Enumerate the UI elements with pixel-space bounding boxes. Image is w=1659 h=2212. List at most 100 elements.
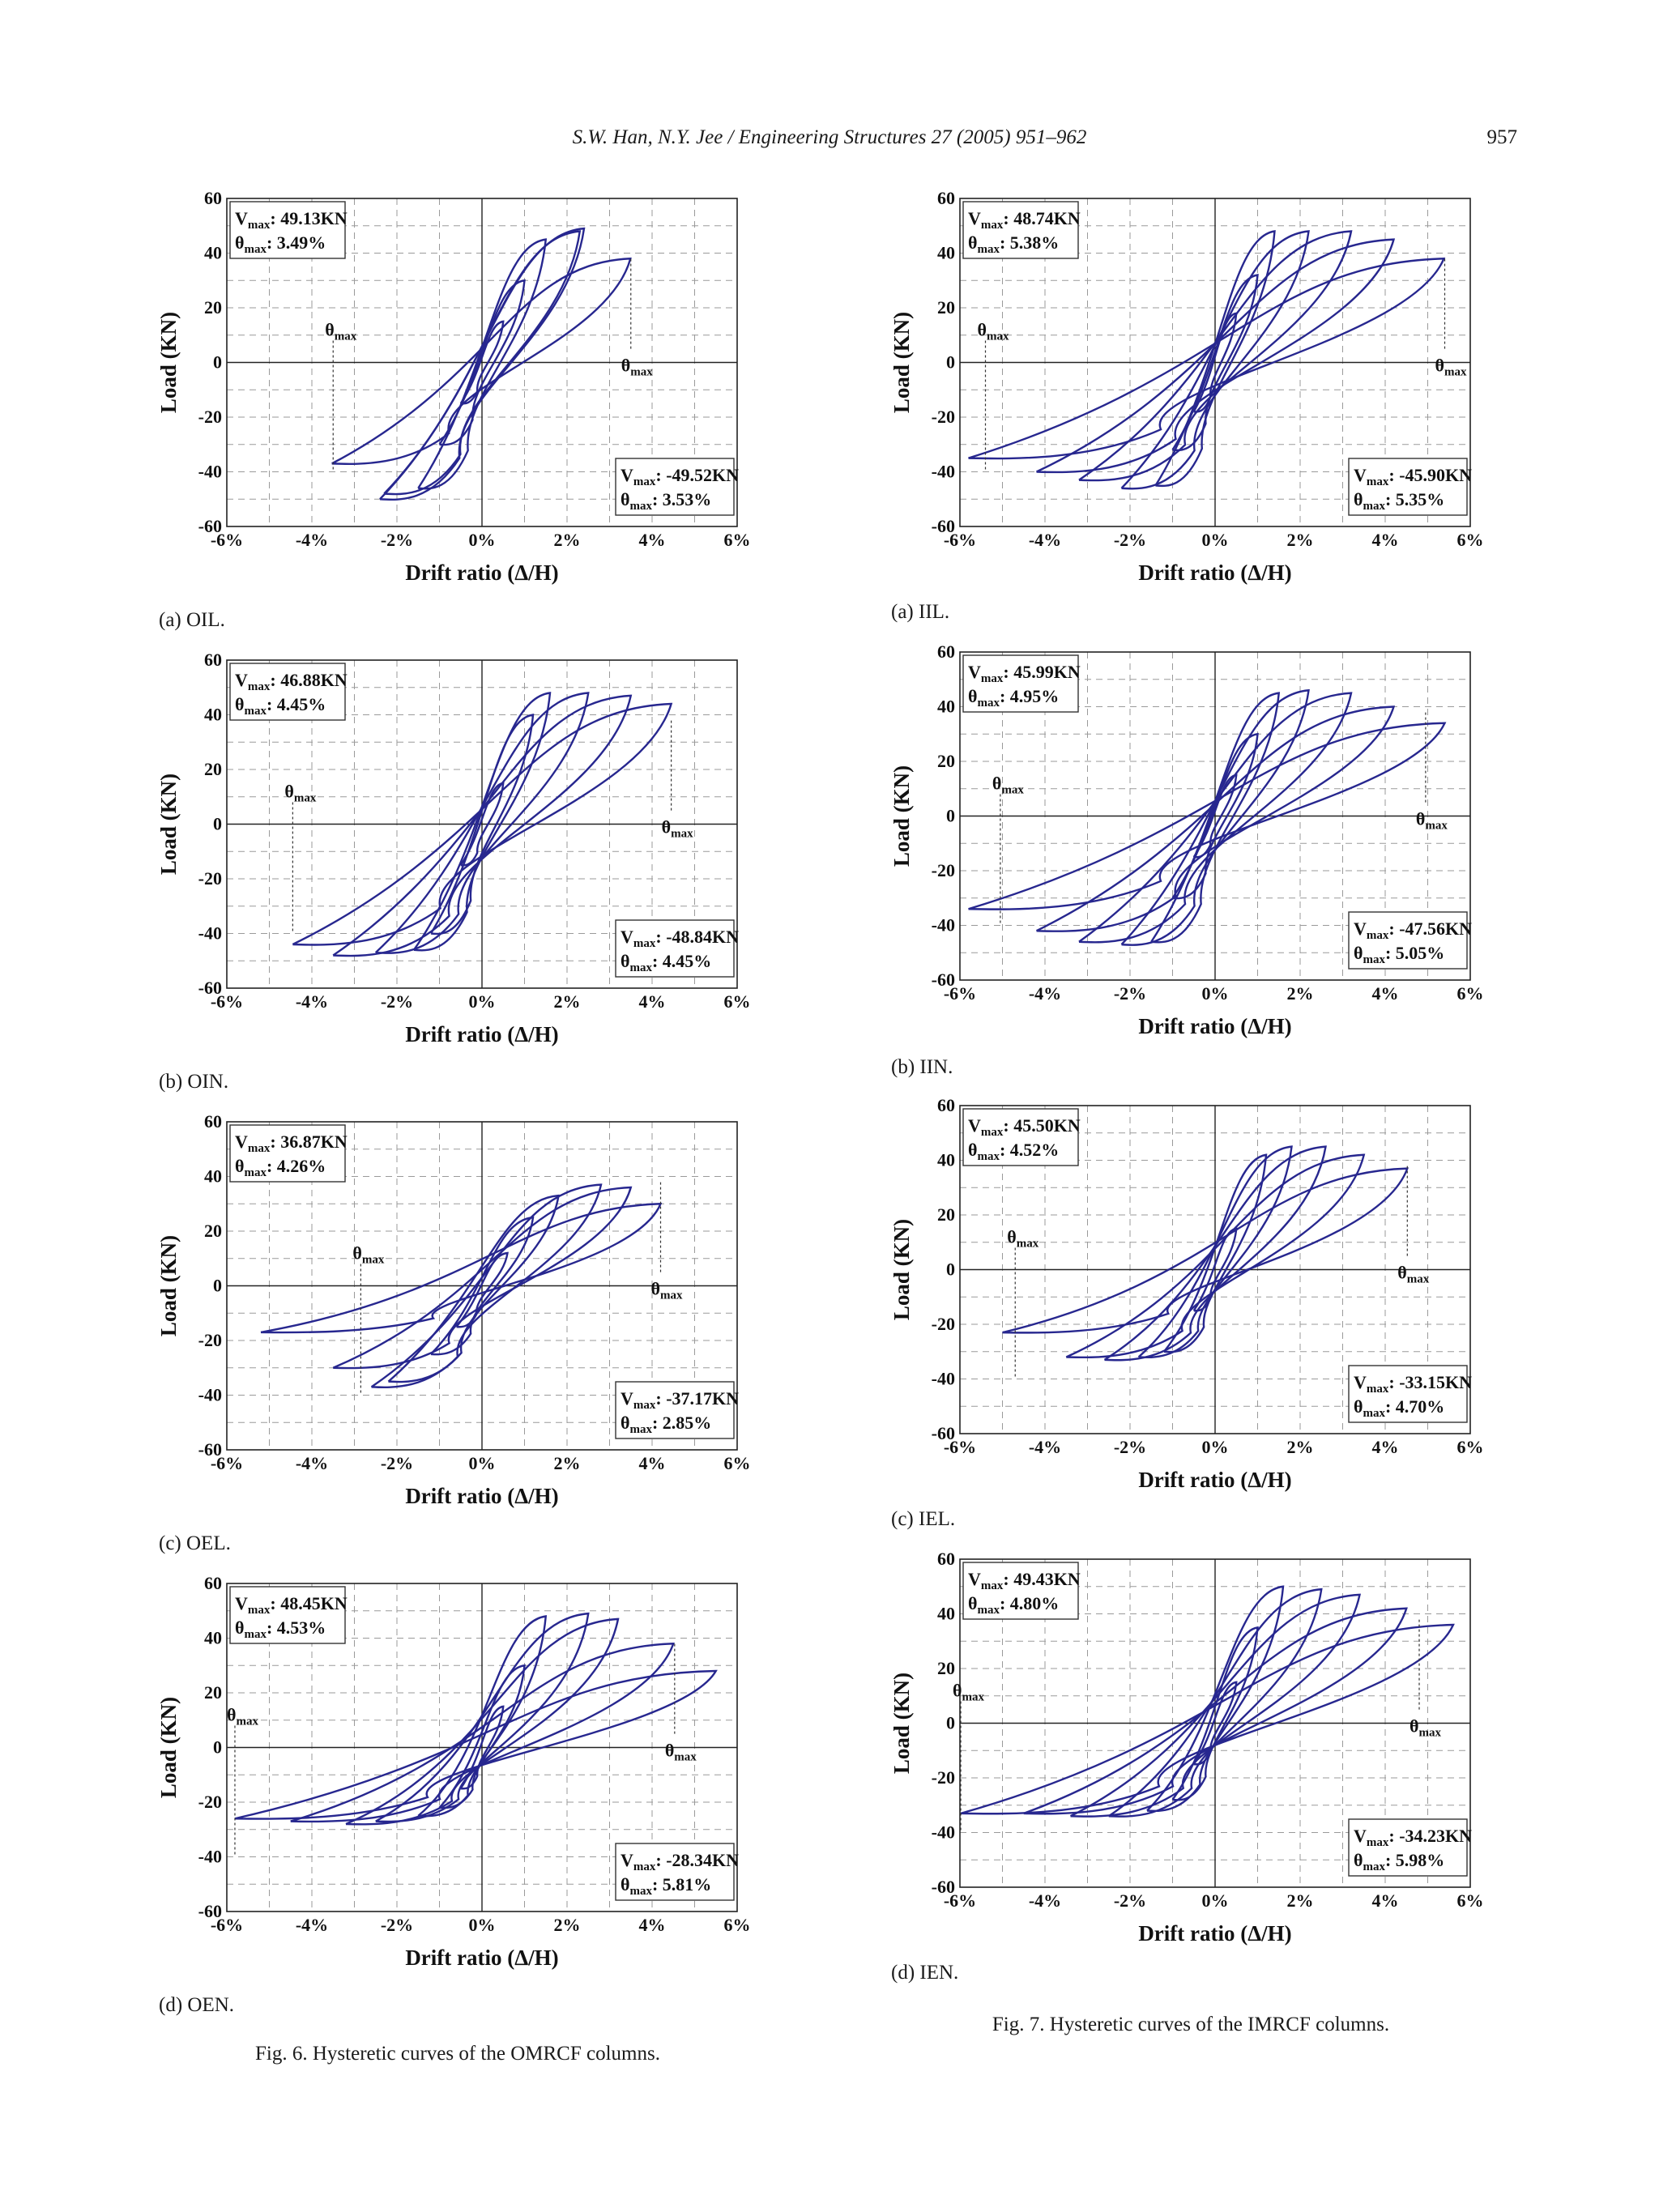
positive-theta-label: θmax: 5.38% (968, 232, 1059, 256)
x-tick-label: -6% (944, 1437, 976, 1457)
x-tick-label: 0% (469, 1915, 496, 1935)
y-tick-label: -60 (932, 1423, 955, 1443)
theta-max-label: θmax (992, 774, 1024, 797)
y-axis-label: Load (KN) (889, 312, 914, 413)
x-tick-label: 0% (1202, 1890, 1229, 1911)
chart-iin: -6% -4% -2% 0% 2% 4% 6% 60 40 20 0 -20 -40 -60 Drift r… (883, 636, 1499, 1057)
x-tick-label: 6% (1457, 1890, 1484, 1911)
page-number: 957 (1486, 126, 1518, 148)
hysteresis-loop (332, 1186, 633, 1370)
x-tick-label: -6% (944, 983, 976, 1004)
negative-vmax-label: Vmax: -37.17KN (621, 1388, 739, 1412)
hysteresis-loop (1150, 692, 1281, 944)
negative-peak-box (615, 458, 735, 516)
hysteresis-curves (260, 1183, 663, 1389)
y-tick-label: 20 (204, 1682, 222, 1703)
negative-peak-box (1348, 458, 1468, 516)
positive-theta-label: θmax: 4.53% (235, 1617, 326, 1641)
hysteresis-loop (968, 722, 1447, 910)
x-tick-label: -2% (1114, 1437, 1146, 1457)
hysteresis-loop (1171, 1626, 1259, 1801)
theta-max-label: θmax (621, 355, 653, 378)
theta-max-label: θmax (1410, 1715, 1441, 1739)
positive-peak-box (229, 663, 346, 721)
theta-max-label: θmax (1435, 355, 1467, 378)
y-tick-label: -20 (932, 407, 955, 427)
x-tick-label: -2% (1114, 530, 1146, 550)
positive-peak-box (962, 1562, 1079, 1620)
negative-theta-label: θmax: 2.85% (621, 1413, 711, 1436)
positive-peak-box (229, 1124, 346, 1183)
hysteresis-curves (968, 230, 1446, 490)
positive-vmax-label: Vmax: 49.13KN (235, 208, 348, 232)
y-tick-label: 20 (937, 1204, 955, 1225)
hysteresis-loop (1023, 1607, 1408, 1815)
x-tick-label: 4% (1372, 530, 1399, 550)
panel-label-oel: (c) OEL. (159, 1532, 231, 1554)
x-tick-label: 2% (554, 530, 581, 550)
negative-vmax-label: Vmax: -49.52KN (621, 465, 739, 488)
positive-theta-label: θmax: 4.45% (235, 694, 326, 718)
x-tick-label: 2% (1287, 530, 1314, 550)
x-tick-label: 6% (724, 1915, 751, 1935)
y-tick-label: -40 (198, 923, 222, 944)
negative-vmax-label: Vmax: -47.56KN (1354, 918, 1472, 942)
theta-max-label: θmax (665, 1740, 697, 1763)
y-axis-label: Load (KN) (156, 1235, 181, 1336)
hysteresis-curves (968, 688, 1447, 946)
x-tick-label: -4% (1029, 1890, 1061, 1911)
x-tick-label: 0% (469, 1453, 496, 1473)
positive-peak-box (962, 654, 1079, 713)
x-tick-label: 6% (1457, 1437, 1484, 1457)
x-tick-label: -6% (211, 530, 243, 550)
y-tick-label: -20 (198, 1792, 222, 1812)
y-tick-label: -60 (198, 1901, 222, 1921)
negative-theta-label: θmax: 4.45% (621, 951, 711, 974)
negative-peak-box (1348, 1818, 1468, 1877)
y-tick-label: -60 (932, 1877, 955, 1897)
positive-vmax-label: Vmax: 49.43KN (968, 1569, 1081, 1592)
theta-max-label: θmax (1397, 1262, 1429, 1285)
hysteresis-loop (1002, 1167, 1410, 1334)
theta-max-label: θmax (953, 1681, 984, 1704)
theta-max-label: θmax (662, 816, 693, 840)
x-tick-label: -4% (1029, 530, 1061, 550)
hysteresis-loop (960, 1623, 1455, 1815)
hysteresis-loop (459, 782, 505, 867)
x-tick-label: -4% (1029, 1437, 1061, 1457)
positive-vmax-label: Vmax: 48.74KN (968, 208, 1081, 232)
y-tick-label: 0 (213, 1276, 222, 1296)
negative-peak-box (615, 1843, 735, 1901)
y-axis-label: Load (KN) (889, 765, 914, 867)
panel-label-iel: (c) IEL. (891, 1508, 956, 1530)
hysteresis-curves (960, 1585, 1455, 1818)
hysteresis-loop (345, 1617, 620, 1826)
positive-theta-label: θmax: 4.95% (968, 686, 1059, 710)
y-tick-label: 0 (213, 814, 222, 834)
y-tick-label: -60 (932, 970, 955, 990)
y-tick-label: 60 (204, 188, 222, 208)
theta-max-label: θmax (1007, 1227, 1038, 1251)
y-tick-label: 40 (937, 697, 955, 717)
hysteresis-curves (234, 1612, 718, 1826)
x-tick-label: 4% (639, 1915, 666, 1935)
x-tick-label: 0% (469, 991, 496, 1012)
y-tick-label: 60 (204, 1111, 222, 1132)
hysteresis-loop (331, 257, 632, 466)
y-tick-label: -20 (198, 1330, 222, 1350)
running-header: S.W. Han, N.Y. Jee / Engineering Structu… (0, 126, 1659, 159)
panel-label-ien: (d) IEN. (891, 1962, 959, 1984)
positive-theta-label: θmax: 4.26% (235, 1156, 326, 1179)
hysteresis-loop (429, 714, 535, 936)
positive-peak-box (229, 201, 346, 259)
hysteresis-loop (413, 692, 552, 952)
y-tick-label: 60 (937, 641, 955, 662)
x-tick-label: 0% (1202, 983, 1229, 1004)
x-tick-label: 2% (1287, 1437, 1314, 1457)
y-axis-label: Load (KN) (889, 1673, 914, 1774)
negative-vmax-label: Vmax: -48.84KN (621, 927, 739, 950)
hysteresis-loop (1035, 705, 1396, 932)
x-tick-label: 2% (554, 1453, 581, 1473)
hysteresis-loop (292, 702, 673, 946)
positive-peak-box (229, 1586, 346, 1644)
